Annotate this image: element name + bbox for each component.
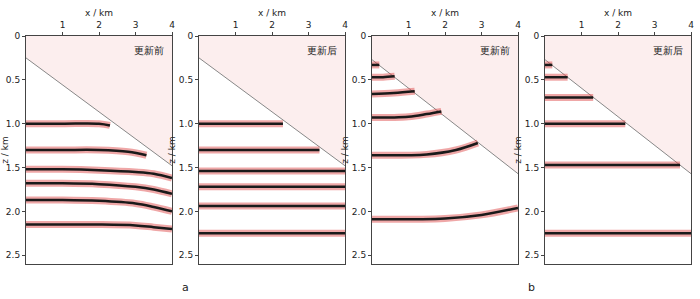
svg-text:1.0: 1.0: [525, 119, 540, 129]
svg-text:z / km: z / km: [340, 136, 350, 163]
svg-text:1: 1: [579, 20, 585, 30]
svg-text:x / km: x / km: [258, 8, 286, 18]
svg-text:z / km: z / km: [0, 136, 10, 163]
svg-text:更新前: 更新前: [480, 45, 510, 56]
svg-text:3: 3: [652, 20, 658, 30]
svg-text:1.0: 1.0: [352, 119, 367, 129]
svg-text:1.5: 1.5: [525, 163, 539, 173]
svg-text:3: 3: [306, 20, 312, 30]
svg-text:0.5: 0.5: [352, 75, 366, 85]
svg-text:更新后: 更新后: [653, 45, 683, 56]
svg-text:2: 2: [269, 20, 275, 30]
svg-text:x / km: x / km: [431, 8, 459, 18]
svg-text:1: 1: [406, 20, 412, 30]
svg-text:1: 1: [60, 20, 66, 30]
svg-text:更新前: 更新前: [134, 45, 164, 56]
svg-text:0: 0: [187, 31, 193, 41]
svg-text:x / km: x / km: [604, 8, 632, 18]
svg-text:2.5: 2.5: [179, 250, 193, 260]
svg-text:1.5: 1.5: [179, 163, 193, 173]
svg-text:0: 0: [360, 31, 366, 41]
svg-text:2: 2: [615, 20, 621, 30]
svg-text:4: 4: [515, 20, 521, 30]
svg-text:0: 0: [14, 31, 20, 41]
svg-text:2.0: 2.0: [525, 207, 540, 217]
svg-text:z / km: z / km: [167, 136, 177, 163]
svg-text:1.5: 1.5: [352, 163, 366, 173]
svg-text:x / km: x / km: [85, 8, 113, 18]
svg-text:z / km: z / km: [513, 136, 523, 163]
svg-text:0: 0: [533, 31, 539, 41]
svg-text:2.0: 2.0: [6, 207, 21, 217]
svg-text:2: 2: [96, 20, 102, 30]
svg-text:2.5: 2.5: [352, 250, 366, 260]
svg-text:a: a: [182, 281, 189, 294]
svg-text:2.5: 2.5: [525, 250, 539, 260]
svg-text:2.0: 2.0: [179, 207, 194, 217]
svg-text:3: 3: [479, 20, 485, 30]
svg-text:1.0: 1.0: [6, 119, 21, 129]
svg-text:2.0: 2.0: [352, 207, 367, 217]
svg-text:4: 4: [169, 20, 175, 30]
svg-text:1.0: 1.0: [179, 119, 194, 129]
svg-text:3: 3: [133, 20, 139, 30]
svg-text:0.5: 0.5: [6, 75, 20, 85]
svg-text:0.5: 0.5: [179, 75, 193, 85]
svg-text:0.5: 0.5: [525, 75, 539, 85]
svg-text:4: 4: [342, 20, 348, 30]
svg-text:1: 1: [233, 20, 239, 30]
svg-text:更新后: 更新后: [307, 45, 337, 56]
svg-text:2.5: 2.5: [6, 250, 20, 260]
svg-text:1.5: 1.5: [6, 163, 20, 173]
svg-text:2: 2: [442, 20, 448, 30]
svg-text:b: b: [528, 281, 535, 294]
svg-text:4: 4: [688, 20, 694, 30]
